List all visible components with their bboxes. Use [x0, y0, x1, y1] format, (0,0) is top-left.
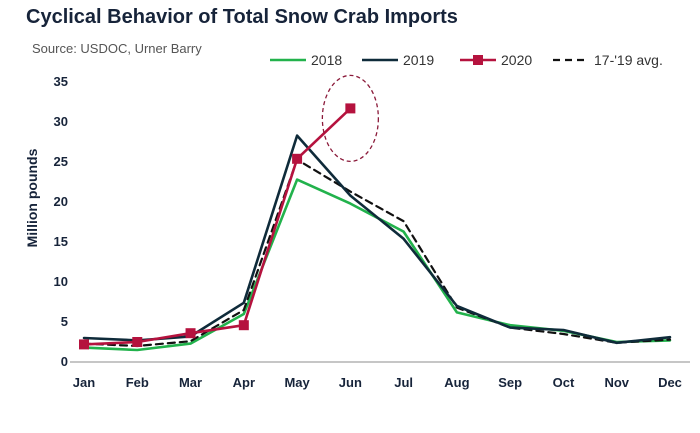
y-tick-label: 5: [61, 314, 68, 329]
axes: 0 5 10 15 20 25 30 35 Jan Feb Mar Apr May Jun Jul Aug Se…: [54, 74, 690, 390]
chart-title: Cyclical Behavior of Total Snow Crab Imp…: [26, 6, 458, 28]
y-tick-label: 30: [54, 114, 68, 129]
x-tick-label: Jun: [339, 375, 362, 390]
chart-source: Source: USDOC, Urner Barry: [32, 41, 202, 56]
legend-label-2019: 2019: [403, 52, 434, 68]
y-axis-title: Million pounds: [24, 148, 40, 247]
legend-label-17-19-avg: 17-'19 avg.: [594, 52, 663, 68]
data-point-2020: [345, 103, 356, 114]
series-line-2020: [82, 107, 352, 346]
y-tick-label: 15: [54, 234, 68, 249]
annotations: [321, 74, 380, 163]
x-tick-label: Oct: [553, 375, 575, 390]
y-tick-label: 0: [61, 354, 68, 369]
series-line-17-19-avg: [82, 158, 672, 348]
y-tick-label: 25: [54, 154, 68, 169]
legend: 2018 2019 2020 17-'19 avg.: [270, 52, 663, 68]
x-tick-label: Apr: [233, 375, 255, 390]
legend-label-2020: 2020: [501, 52, 532, 68]
data-point-2020: [79, 339, 89, 350]
x-tick-label: Mar: [179, 375, 202, 390]
x-tick-label: Sep: [498, 375, 522, 390]
x-tick-label: Feb: [126, 375, 149, 390]
highlight-ellipse: [321, 74, 380, 163]
series-group: [79, 103, 672, 352]
y-tick-label: 10: [54, 274, 68, 289]
data-point-2020: [132, 337, 143, 347]
x-tick-label: Dec: [658, 375, 682, 390]
data-point-2020: [185, 328, 196, 339]
series-line-2019: [82, 134, 672, 345]
y-tick-label: 35: [54, 74, 68, 89]
data-point-2020: [238, 320, 249, 331]
legend-marker-2020: [473, 55, 483, 65]
x-tick-label: Nov: [604, 375, 629, 390]
y-tick-label: 20: [54, 194, 68, 209]
legend-label-2018: 2018: [311, 52, 342, 68]
x-tick-label: May: [284, 375, 310, 390]
x-tick-label: Aug: [444, 375, 469, 390]
data-point-2020: [292, 153, 303, 164]
x-tick-label: Jul: [394, 375, 413, 390]
x-tick-label: Jan: [73, 375, 95, 390]
